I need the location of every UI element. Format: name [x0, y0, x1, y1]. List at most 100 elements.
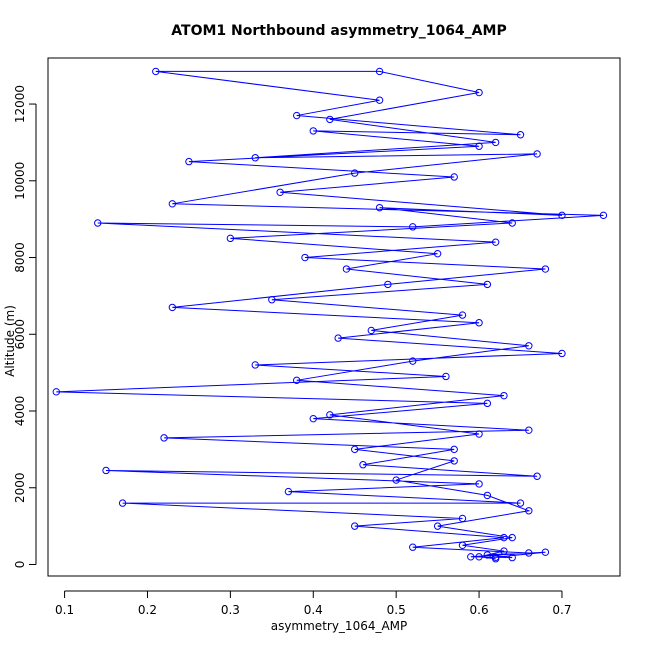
data-point-0-38: [326, 115, 334, 124]
plot-frame: [47, 57, 621, 577]
y-tick-label-1: 2000: [13, 472, 27, 503]
y-tick-label-2: 4000: [13, 396, 27, 427]
data-point-0-2: [500, 547, 508, 555]
data-point-0-31: [309, 127, 317, 135]
data-point-0-43: [168, 200, 177, 208]
data-point-0-64: [533, 472, 541, 480]
data-point-0-51: [168, 303, 177, 312]
data-point-0-34: [375, 96, 384, 104]
data-point-0-4: [508, 533, 516, 542]
data-point-0-7: [483, 491, 492, 500]
data-point-0-5: [433, 522, 442, 530]
data-point-0-61: [160, 434, 168, 442]
x-tick-label-1: 0.2: [138, 603, 157, 617]
data-point-0-60: [525, 426, 533, 434]
data-point-0-33: [293, 111, 301, 120]
data-point-0-16: [525, 342, 533, 350]
data-point-0-21: [342, 265, 351, 273]
data-point-0-45: [409, 223, 417, 231]
x-tick-label-6: 0.7: [552, 603, 571, 617]
data-point-0-69: [118, 499, 127, 507]
data-point-0-30: [475, 142, 483, 150]
data-point-0-55: [251, 361, 259, 369]
x-tick-label-0: 0.1: [55, 603, 74, 617]
x-tick-label-3: 0.4: [304, 603, 323, 617]
data-point-0-39: [491, 138, 500, 147]
data-point-0-46: [94, 219, 102, 227]
data-point-0-9: [450, 457, 458, 465]
data-layer: [52, 67, 608, 563]
data-point-0-40: [251, 154, 259, 162]
axes-layer: 0.1 0.2 0.3 0.4 0.5 0.6 0.7 0 2000 4000 6000 8000 10…: [13, 85, 572, 617]
x-axis-label: asymmetry_1064_AMP: [271, 619, 408, 633]
data-point-0-26: [558, 211, 566, 220]
data-point-0-10: [351, 445, 359, 454]
data-point-0-17: [367, 326, 375, 335]
data-point-0-78: [541, 548, 550, 556]
data-point-0-62: [450, 445, 458, 454]
data-point-0-59: [309, 414, 317, 423]
y-tick-label-3: 6000: [13, 319, 27, 350]
data-point-0-66: [475, 480, 483, 488]
data-point-0-56: [442, 372, 450, 381]
data-point-0-28: [450, 173, 458, 181]
data-point-0-73: [409, 543, 417, 551]
data-point-0-63: [359, 461, 367, 469]
data-point-0-70: [458, 514, 467, 523]
data-point-0-35: [152, 67, 160, 76]
data-point-0-71: [351, 522, 359, 530]
y-tick-label-5: 10000: [13, 162, 27, 200]
data-point-0-72: [500, 533, 508, 542]
data-point-0-75: [467, 553, 475, 561]
data-point-0-44: [599, 211, 608, 220]
data-point-0-50: [384, 280, 392, 289]
data-point-0-54: [558, 349, 566, 358]
data-point-0-19: [268, 296, 276, 304]
data-point-0-3: [458, 541, 467, 549]
data-point-0-36: [375, 67, 384, 76]
data-point-0-77: [483, 551, 492, 559]
data-point-0-58: [483, 399, 492, 408]
data-point-0-52: [475, 319, 483, 327]
data-point-0-14: [293, 376, 301, 385]
data-point-0-27: [276, 188, 284, 197]
data-point-0-20: [483, 280, 492, 289]
data-point-0-41: [533, 150, 541, 158]
data-point-0-67: [284, 487, 293, 496]
data-point-0-74: [525, 549, 533, 557]
data-point-0-18: [458, 311, 467, 319]
x-tick-label-2: 0.3: [221, 603, 240, 617]
data-point-0-8: [392, 476, 400, 484]
data-point-0-15: [409, 357, 417, 365]
y-axis-label: Altitude (m): [3, 305, 17, 377]
series-line-0: [56, 70, 604, 560]
data-point-0-42: [351, 169, 359, 177]
data-point-0-76: [508, 553, 516, 562]
data-point-0-57: [52, 388, 60, 396]
data-point-0-1: [475, 553, 483, 561]
data-point-0-13: [500, 391, 508, 400]
chart-title: ATOM1 Northbound asymmetry_1064_AMP: [171, 23, 506, 39]
x-tick-label-4: 0.5: [387, 603, 406, 617]
data-point-0-24: [508, 219, 516, 227]
y-tick-label-6: 12000: [13, 85, 27, 123]
data-point-0-48: [301, 253, 309, 262]
data-point-0-53: [334, 334, 342, 342]
data-point-0-37: [475, 88, 483, 97]
data-point-0-68: [516, 499, 525, 507]
data-point-0-79: [491, 553, 500, 561]
data-point-0-12: [326, 411, 334, 419]
data-point-0-22: [433, 249, 442, 258]
x-tick-label-5: 0.6: [470, 603, 489, 617]
data-point-0-47: [491, 238, 500, 246]
data-point-0-6: [525, 507, 533, 515]
data-point-0-25: [375, 203, 384, 212]
y-tick-label-0: 0: [13, 561, 27, 569]
data-point-0-23: [226, 234, 235, 243]
data-point-0-11: [475, 430, 483, 438]
data-point-0-49: [541, 265, 550, 273]
data-point-0-32: [516, 131, 525, 139]
data-point-0-65: [102, 466, 110, 475]
y-tick-label-4: 8000: [13, 242, 27, 273]
